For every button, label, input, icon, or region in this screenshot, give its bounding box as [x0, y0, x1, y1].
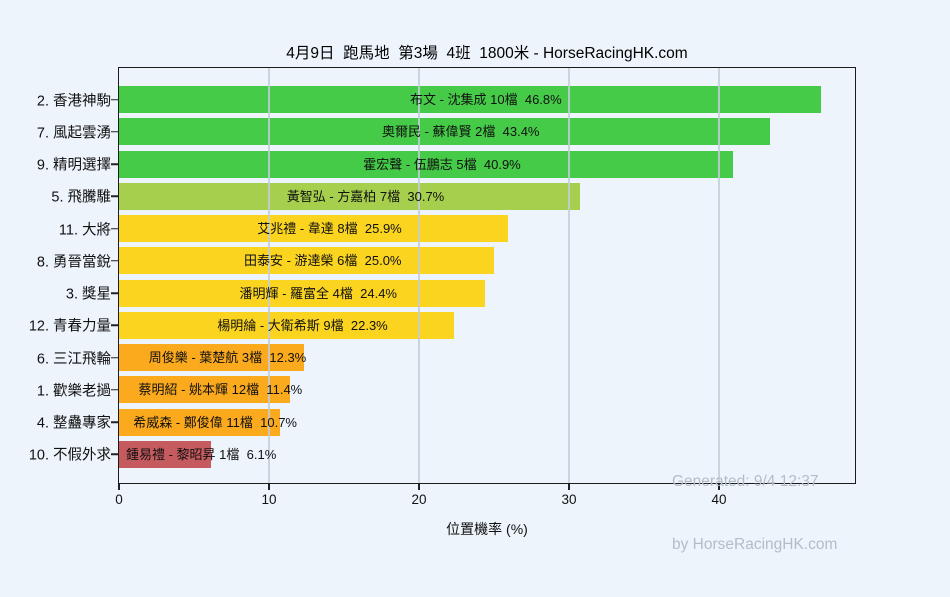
y-axis-label: 12. 青春力量 — [28, 318, 111, 335]
bar-label: 黃智弘 - 方嘉柏 7檔 30.7% — [286, 188, 445, 204]
bar: 霍宏聲 - 伍鵬志 5檔 40.9% — [119, 150, 733, 178]
bar: 蔡明紹 - 姚本輝 12檔 11.4% — [119, 376, 302, 404]
gridline — [418, 68, 420, 483]
bar-label: 艾兆禮 - 韋達 8檔 25.9% — [257, 221, 402, 237]
bar-label: 潘明輝 - 羅富全 4檔 24.4% — [239, 285, 397, 301]
bar-label: 楊明綸 - 大衛希斯 9檔 22.3% — [217, 317, 388, 333]
y-tick-mark — [111, 163, 118, 165]
y-axis-label: 10. 不假外求 — [28, 447, 111, 464]
bar: 潘明輝 - 羅富全 4檔 24.4% — [119, 279, 485, 307]
chart-title: 4月9日 跑馬地 第3場 4班 1800米 - HorseRacingHK.co… — [286, 45, 688, 62]
y-axis-label: 9. 精明選擇 — [36, 157, 111, 174]
x-tick-label: 10 — [261, 492, 277, 507]
y-tick-mark — [111, 131, 118, 133]
y-axis-label: 2. 香港神駒 — [36, 93, 111, 110]
y-axis-label: 5. 飛騰騅 — [51, 189, 111, 206]
x-tick-mark — [118, 484, 120, 490]
x-tick-mark — [568, 484, 570, 490]
y-tick-mark — [111, 227, 118, 230]
bar: 布文 - 沈集成 10檔 46.8% — [119, 86, 821, 114]
x-tick-mark — [418, 484, 420, 490]
bar: 楊明綸 - 大衛希斯 9檔 22.3% — [119, 311, 454, 339]
y-tick-mark — [111, 195, 118, 198]
bar-label: 鍾易禮 - 黎昭昇 1檔 6.1% — [126, 446, 277, 462]
y-axis-label: 11. 大將 — [58, 222, 111, 239]
bar-label: 霍宏聲 - 伍鵬志 5檔 40.9% — [363, 156, 521, 172]
bar-label: 希威森 - 鄭俊偉 11檔 10.7% — [133, 414, 297, 430]
y-tick-mark — [111, 292, 118, 294]
bar: 周俊樂 - 葉楚航 3檔 12.3% — [119, 344, 307, 372]
chart-canvas: 4月9日 跑馬地 第3場 4班 1800米 - HorseRacingHK.co… — [28, 45, 856, 553]
y-axis-label: 8. 勇晉當銳 — [36, 254, 111, 271]
y-axis-label: 4. 整蠱專家 — [36, 415, 111, 432]
x-tick-mark — [268, 484, 270, 490]
plot-area: 布文 - 沈集成 10檔 46.8% 奧爾民 - 蘇偉賢 2檔 43.4% 霍宏聲 … — [118, 67, 856, 484]
x-tick-label: 30 — [561, 492, 577, 507]
y-tick-mark — [111, 389, 118, 391]
watermark: Generated: 9/4 12:37 by HorseRacingHK.co… — [672, 429, 837, 597]
y-tick-mark — [111, 453, 118, 456]
y-axis-label: 3. 獎星 — [65, 286, 111, 303]
bar: 黃智弘 - 方嘉柏 7檔 30.7% — [119, 182, 580, 210]
gridline — [268, 68, 270, 483]
bar-label: 蔡明紹 - 姚本輝 12檔 11.4% — [138, 382, 303, 398]
y-axis-label: 6. 三江飛輪 — [36, 351, 111, 368]
y-tick-mark — [111, 98, 118, 101]
bar: 鍾易禮 - 黎昭昇 1檔 6.1% — [119, 440, 276, 468]
bar-label: 周俊樂 - 葉楚航 3檔 12.3% — [148, 350, 307, 366]
y-axis-label: 7. 風起雲湧 — [36, 125, 111, 142]
y-tick-mark — [111, 356, 118, 359]
y-tick-mark — [111, 324, 118, 327]
x-tick-label: 20 — [411, 492, 427, 507]
y-tick-mark — [111, 421, 118, 423]
bar: 田泰安 - 游達榮 6檔 25.0% — [119, 247, 494, 275]
bar-label: 田泰安 - 游達榮 6檔 25.0% — [244, 253, 402, 269]
y-tick-mark — [111, 260, 118, 262]
x-tick-mark — [718, 484, 720, 490]
gridline — [568, 68, 570, 483]
x-axis-title: 位置機率 (%) — [446, 521, 528, 537]
bar-label: 奧爾民 - 蘇偉賢 2檔 43.4% — [382, 124, 540, 140]
bar-label: 布文 - 沈集成 10檔 46.8% — [410, 92, 562, 108]
x-tick-label: 0 — [115, 492, 123, 507]
bar: 奧爾民 - 蘇偉賢 2檔 43.4% — [119, 118, 770, 146]
x-tick-label: 40 — [711, 492, 727, 507]
watermark-line2: by HorseRacingHK.com — [672, 536, 838, 553]
bar: 希威森 - 鄭俊偉 11檔 10.7% — [119, 408, 297, 436]
gridline — [718, 68, 720, 483]
watermark-line1: Generated: 9/4 12:37 — [672, 473, 819, 490]
bar: 艾兆禮 - 韋達 8檔 25.9% — [119, 215, 508, 243]
y-axis-label: 1. 歡樂老撾 — [36, 383, 111, 400]
